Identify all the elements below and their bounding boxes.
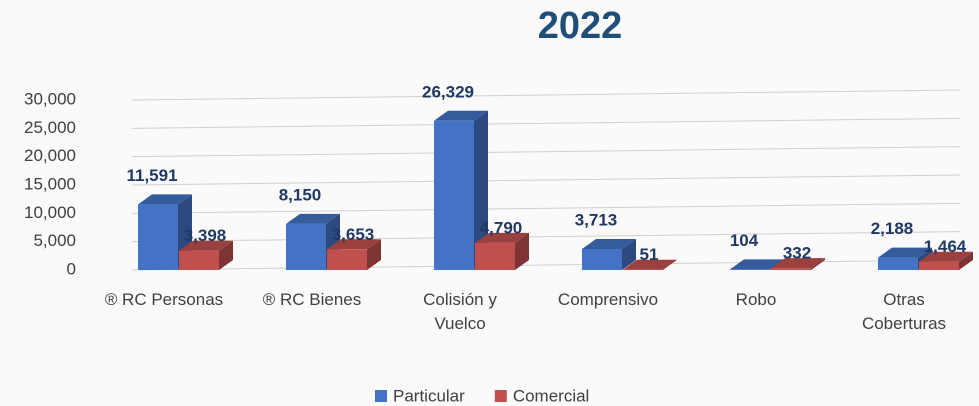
- bar-side: [219, 240, 233, 270]
- data-label: 3,713: [575, 210, 618, 229]
- bar-side: [515, 232, 529, 270]
- data-label: 4,790: [480, 218, 523, 237]
- bar-front: [327, 249, 367, 270]
- bar-top: [138, 194, 192, 205]
- grid-line: [131, 89, 961, 101]
- bar: [771, 258, 825, 270]
- bar-top: [919, 251, 973, 262]
- bar: [327, 239, 381, 270]
- grid-line: [131, 259, 961, 271]
- bar-side: [959, 251, 973, 270]
- legend-swatch: [375, 390, 387, 402]
- legend-swatch: [494, 390, 507, 402]
- data-label: 332: [783, 244, 811, 263]
- bar-top: [730, 259, 784, 270]
- grid-line: [131, 174, 961, 186]
- y-tick-label: 25,000: [24, 118, 76, 137]
- bar-front: [582, 248, 622, 270]
- bar-top: [771, 258, 825, 269]
- bar-front: [434, 120, 474, 270]
- x-tick-label: Otras Coberturas: [861, 290, 947, 333]
- data-label: 11,591: [126, 166, 177, 185]
- y-tick-label: 15,000: [24, 174, 76, 193]
- bar-top: [878, 247, 932, 258]
- grid-line: [131, 231, 961, 243]
- grid-line: [131, 117, 961, 129]
- bar-side: [367, 239, 381, 270]
- bar-front: [286, 223, 326, 270]
- bar-top: [286, 213, 340, 224]
- x-tick-label: Robo: [735, 290, 777, 309]
- bar-front: [475, 242, 515, 270]
- bar: [919, 251, 973, 270]
- x-tick-label: ® RC Bienes: [262, 290, 362, 309]
- data-label: 2,188: [871, 219, 914, 238]
- bar-front: [179, 250, 219, 270]
- bar: [623, 259, 677, 270]
- bar-front: [730, 269, 770, 270]
- bar-top: [475, 232, 529, 243]
- y-tick-label: 30,000: [24, 89, 76, 108]
- legend-label: Comercial: [513, 386, 590, 405]
- grid-line: [131, 146, 961, 158]
- bar-front: [138, 204, 178, 270]
- data-label: 26,329: [422, 82, 474, 101]
- bar-side: [622, 238, 636, 270]
- grid-line: [131, 202, 961, 214]
- bar: [878, 247, 932, 270]
- x-tick-label-box: ® RC Bienes: [262, 290, 362, 309]
- x-tick-label: Comprensivo: [557, 290, 659, 309]
- y-tick-label: 20,000: [24, 146, 76, 165]
- x-tick-label-box: Robo: [735, 290, 777, 309]
- data-label: 51: [640, 245, 659, 264]
- x-tick-label: Colisión y Vuelco: [423, 290, 497, 333]
- data-label: 8,150: [279, 185, 322, 204]
- bar: [179, 240, 233, 270]
- data-label: 1,464: [924, 237, 967, 256]
- bar: [286, 213, 340, 270]
- bar: [582, 238, 636, 270]
- bar: [475, 232, 529, 270]
- y-tick-label: 0: [67, 259, 76, 278]
- bar-front: [878, 257, 918, 270]
- bar-top: [327, 239, 381, 250]
- bar-top: [582, 238, 636, 249]
- x-tick-label-box: Comprensivo: [557, 290, 659, 309]
- bar-side: [474, 110, 488, 270]
- x-tick-label-box: Otras Coberturas: [861, 290, 947, 333]
- bar-top: [623, 259, 677, 270]
- data-label: 3,653: [332, 225, 375, 244]
- data-label: 104: [730, 231, 759, 250]
- bar-front: [919, 261, 959, 270]
- x-tick-label: ® RC Personas: [104, 290, 224, 309]
- chart-title: 2022: [538, 5, 623, 47]
- legend-label: Particular: [393, 386, 465, 405]
- bar: [434, 110, 488, 270]
- x-tick-label-box: ® RC Personas: [104, 290, 224, 309]
- bar-top: [434, 110, 488, 121]
- data-label: 3,398: [184, 226, 227, 245]
- x-tick-label-box: Colisión y Vuelco: [423, 290, 497, 333]
- bar-side: [811, 258, 825, 270]
- y-tick-label: 5,000: [33, 231, 76, 250]
- bar-top: [179, 240, 233, 251]
- y-tick-label: 10,000: [24, 203, 76, 222]
- bar-front: [771, 268, 811, 270]
- bar-side: [663, 259, 677, 270]
